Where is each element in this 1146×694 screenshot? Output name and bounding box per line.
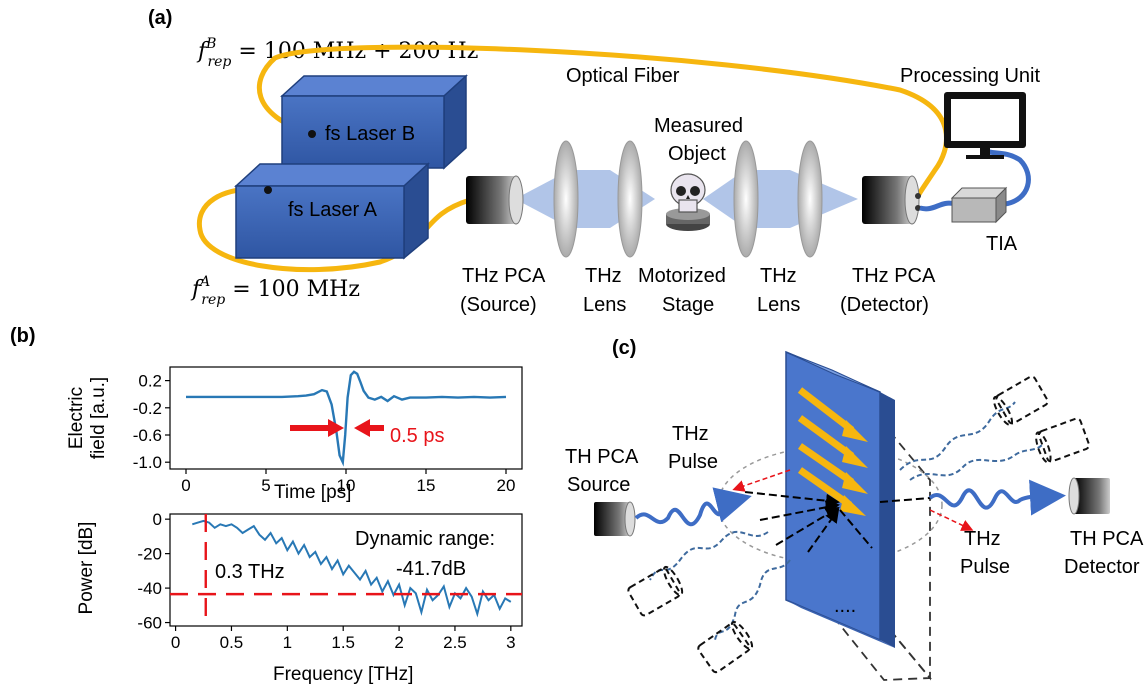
dashed-plane-base — [834, 617, 932, 681]
x-tick-label: 1.5 — [331, 633, 355, 652]
time-ylabel-2: field [a.u.] — [88, 377, 109, 459]
panel-b: (b) 0 5 10 15 200.2-0.2-0.6-1.0 Time [ps] El… — [10, 325, 523, 685]
pulse-arrow-left-head — [328, 419, 344, 437]
x-tick-label: 5 — [261, 476, 270, 495]
skull-icon — [666, 173, 710, 231]
detector-label-2: Detector — [1064, 556, 1140, 578]
source-label-2: (Source) — [460, 294, 537, 316]
detector-label-1: THz PCA — [852, 265, 936, 287]
panel-a: (a) fB rep = 100 MHz + 200 Hz fA rep = 100… — [148, 7, 1041, 316]
measured-object-label-1: Measured — [654, 115, 743, 137]
detector-pca-icon — [1068, 477, 1110, 515]
y-tick-label: -60 — [137, 614, 162, 633]
time-xlabel: Time [ps] — [274, 482, 351, 503]
incoming-pulse-wave — [634, 487, 752, 526]
x-tick-label: 2 — [394, 633, 403, 652]
red-arrow-right — [929, 509, 974, 531]
monitor-icon — [944, 92, 1026, 159]
panel-a-label: (a) — [148, 7, 172, 29]
pca-detector-icon — [862, 175, 921, 225]
x-tick-label: 0 — [181, 476, 190, 495]
detector-cable — [919, 200, 956, 212]
pulse-out-label-1: THz — [964, 528, 1001, 550]
spectrum-ylabel: Power [dB] — [76, 522, 97, 615]
x-tick-label: 1 — [283, 633, 292, 652]
source-label-1: THz PCA — [462, 265, 546, 287]
freq-b-label: fB rep = 100 MHz + 200 Hz — [196, 36, 478, 70]
lens1-label-1: THz — [585, 265, 622, 287]
yellow-arrows — [797, 387, 868, 516]
laser-a-box: fs Laser A — [234, 162, 430, 260]
laser-b-label: fs Laser B — [325, 123, 415, 145]
thz-beam-right — [703, 170, 858, 228]
lens2-label-1: THz — [760, 265, 797, 287]
x-tick-label: 0.5 — [220, 633, 244, 652]
y-tick-label: -0.2 — [133, 399, 162, 418]
red-arrow-left — [732, 469, 791, 492]
scattered-waves — [649, 401, 1043, 641]
y-tick-label: -40 — [137, 579, 162, 598]
y-tick-label: -0.6 — [133, 426, 162, 445]
thz-lens-1-icon — [553, 140, 643, 258]
cutoff-label: 0.3 THz — [215, 561, 285, 583]
stage-label-2: Stage — [662, 294, 714, 316]
spectrum-trace — [192, 519, 512, 618]
source-label-2: Source — [567, 474, 630, 496]
optical-fiber-label: Optical Fiber — [566, 65, 680, 87]
spectrum-xlabel: Frequency [THz] — [273, 664, 413, 685]
y-tick-label: 0.2 — [138, 372, 162, 391]
stage-label-1: Motorized — [638, 265, 726, 287]
panel-c: (c) — [565, 337, 1144, 681]
x-tick-label: 10 — [337, 476, 356, 495]
freq-a-label: fA rep = 100 MHz — [190, 274, 360, 308]
detector-label-2: (Detector) — [840, 294, 929, 316]
source-pca-icon — [594, 501, 636, 537]
tia-cable — [983, 147, 1031, 207]
dynamic-range-value: -41.7dB — [396, 558, 466, 580]
x-tick-label: 15 — [417, 476, 436, 495]
thz-lens-2-icon — [733, 140, 823, 258]
pulse-in-label-2: Pulse — [668, 451, 718, 473]
pulse-in-label-1: THz — [672, 423, 709, 445]
optical-fiber-b — [256, 44, 949, 198]
outgoing-pulse-wave — [928, 479, 1066, 516]
lens1-label-2: Lens — [583, 294, 626, 316]
time-domain-chart: 0 5 10 15 20 0.2 -0.2 -0.6 -1.0 Time [ps] Electr… — [66, 366, 523, 503]
pulse-width-label: 0.5 ps — [390, 425, 444, 447]
processing-unit-label: Processing Unit — [900, 65, 1041, 87]
y-tick-label: -20 — [137, 545, 162, 564]
panel-b-label: (b) — [10, 325, 36, 347]
measured-object-label-2: Object — [668, 143, 726, 165]
tia-label: TIA — [986, 233, 1018, 255]
spectrum-chart: 0 0.5 1 1.5 2 2.5 3 0 -20 -40 -60 0.3 THz Dynamic … — [76, 510, 523, 685]
time-ylabel-1: Electric — [66, 387, 87, 449]
laser-a-label: fs Laser A — [288, 199, 378, 221]
pulse-arrow-right-head — [354, 419, 370, 437]
x-tick-label: 3 — [506, 633, 515, 652]
dashed-detector-icons — [627, 375, 1091, 674]
reflection-rays — [744, 491, 931, 553]
detector-label-1: TH PCA — [1070, 528, 1144, 550]
tia-box — [950, 186, 1008, 224]
time-trace — [186, 370, 507, 467]
y-tick-label: -1.0 — [133, 453, 162, 472]
dynamic-range-label: Dynamic range: — [355, 528, 495, 550]
source-label-1: TH PCA — [565, 446, 639, 468]
y-tick-label: 0 — [153, 510, 162, 529]
x-tick-label: 2.5 — [443, 633, 467, 652]
ellipsis-label: .... — [834, 595, 856, 617]
laser-b-box: fs Laser B — [280, 74, 468, 170]
lens2-label-2: Lens — [757, 294, 800, 316]
x-tick-label: 0 — [171, 633, 180, 652]
x-tick-label: 20 — [497, 476, 516, 495]
pca-source-icon — [466, 175, 524, 225]
pulse-out-label-2: Pulse — [960, 556, 1010, 578]
panel-c-label: (c) — [612, 337, 636, 359]
